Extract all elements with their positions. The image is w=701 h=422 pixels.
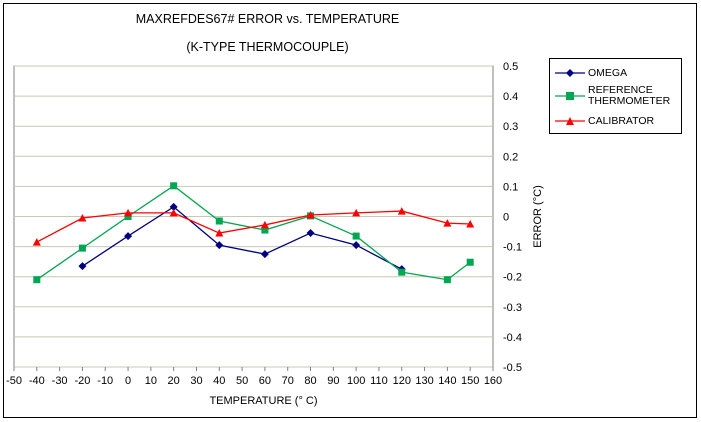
data-point — [170, 182, 178, 190]
x-axis-label: TEMPERATURE (° C) — [209, 395, 317, 407]
x-tick-label: 20 — [168, 375, 180, 387]
y-tick-label: 0.3 — [503, 121, 518, 133]
data-point — [352, 241, 361, 250]
data-point — [260, 250, 269, 259]
x-tick-label: 40 — [213, 375, 225, 387]
data-point — [397, 207, 406, 215]
y-axis-ticks: 0.5 0.4 0.3 0.2 0.1 0 -0.1 -0.2 -0.3 -0.4 -0.5 — [503, 61, 522, 374]
data-point — [124, 208, 133, 217]
x-tick-label: 80 — [304, 375, 316, 387]
data-point — [215, 217, 223, 225]
y-axis-label: ERROR (°C) — [532, 185, 544, 247]
data-point — [215, 229, 224, 237]
y-tick-label: 0.1 — [503, 181, 518, 193]
data-point — [124, 232, 133, 241]
series-2 — [32, 207, 475, 246]
series-layer — [32, 182, 475, 284]
chart-frame — [3, 3, 697, 418]
x-tick-label: 130 — [415, 375, 433, 387]
data-point — [466, 258, 474, 266]
square-marker-icon — [555, 92, 585, 100]
x-tick-label: -20 — [74, 375, 90, 387]
data-point — [261, 226, 269, 234]
chart-subtitle: (K-TYPE THERMOCOUPLE) — [186, 40, 349, 54]
x-tick-label: 150 — [461, 375, 479, 387]
x-tick-label: 160 — [484, 375, 502, 387]
data-point — [78, 244, 86, 252]
x-tick-label: 120 — [393, 375, 411, 387]
data-point — [124, 213, 132, 220]
series-line — [82, 206, 403, 270]
x-tick-label: 110 — [370, 375, 388, 387]
data-point — [352, 208, 361, 217]
y-tick-label: 0.2 — [503, 151, 518, 163]
x-tick-label: 90 — [327, 375, 339, 387]
data-point — [443, 276, 451, 284]
data-point — [33, 276, 41, 284]
legend-label-reference-thermometer: REFERENCE THERMOMETER — [588, 84, 671, 107]
x-tick-label: 100 — [347, 375, 365, 387]
data-point — [78, 214, 87, 222]
data-point — [215, 241, 224, 250]
series-0 — [78, 202, 406, 274]
x-axis-ticks: -50 -40 -30 -20 -10 0 10 20 30 40 50 60 70 80 90 100 110… — [6, 367, 502, 387]
x-tick-label: 70 — [282, 375, 294, 387]
y-tick-label: -0.4 — [503, 332, 522, 344]
legend-label-omega: OMEGA — [588, 67, 628, 79]
x-tick-label: 0 — [125, 375, 131, 387]
data-point — [260, 220, 269, 229]
y-tick-label: -0.3 — [503, 302, 522, 314]
y-tick-label: -0.2 — [503, 272, 522, 284]
triangle-marker-icon — [555, 117, 585, 125]
x-tick-label: -40 — [29, 375, 45, 387]
data-point — [78, 262, 87, 271]
y-tick-label: -0.1 — [503, 242, 522, 254]
x-tick-label: -50 — [6, 375, 22, 387]
x-tick-label: -10 — [97, 375, 113, 387]
data-point — [466, 220, 475, 228]
data-point — [306, 229, 315, 238]
y-tick-label: 0.4 — [503, 91, 518, 103]
legend-label-calibrator: CALIBRATOR — [588, 115, 655, 127]
x-tick-label: 140 — [438, 375, 456, 387]
diamond-marker-icon — [555, 69, 585, 77]
data-point — [306, 210, 315, 219]
x-tick-label: -30 — [52, 375, 68, 387]
data-point — [169, 208, 178, 217]
data-point — [169, 202, 178, 211]
chart-title: MAXREFDES67# ERROR vs. TEMPERATURE — [135, 12, 400, 26]
x-tick-label: 10 — [145, 375, 157, 387]
legend: OMEGA REFERENCE THERMOMETER CALIBRATOR — [549, 58, 682, 134]
grid-lines — [14, 65, 493, 368]
y-tick-label: -0.5 — [503, 362, 522, 374]
data-point — [352, 232, 360, 240]
x-tick-label: 60 — [259, 375, 271, 387]
x-tick-label: 50 — [236, 375, 248, 387]
y-tick-label: 0.5 — [503, 61, 518, 73]
data-point — [398, 268, 406, 276]
data-point — [32, 238, 41, 246]
y-tick-label: 0 — [503, 212, 509, 224]
x-tick-label: 30 — [190, 375, 202, 387]
data-point — [443, 219, 452, 227]
